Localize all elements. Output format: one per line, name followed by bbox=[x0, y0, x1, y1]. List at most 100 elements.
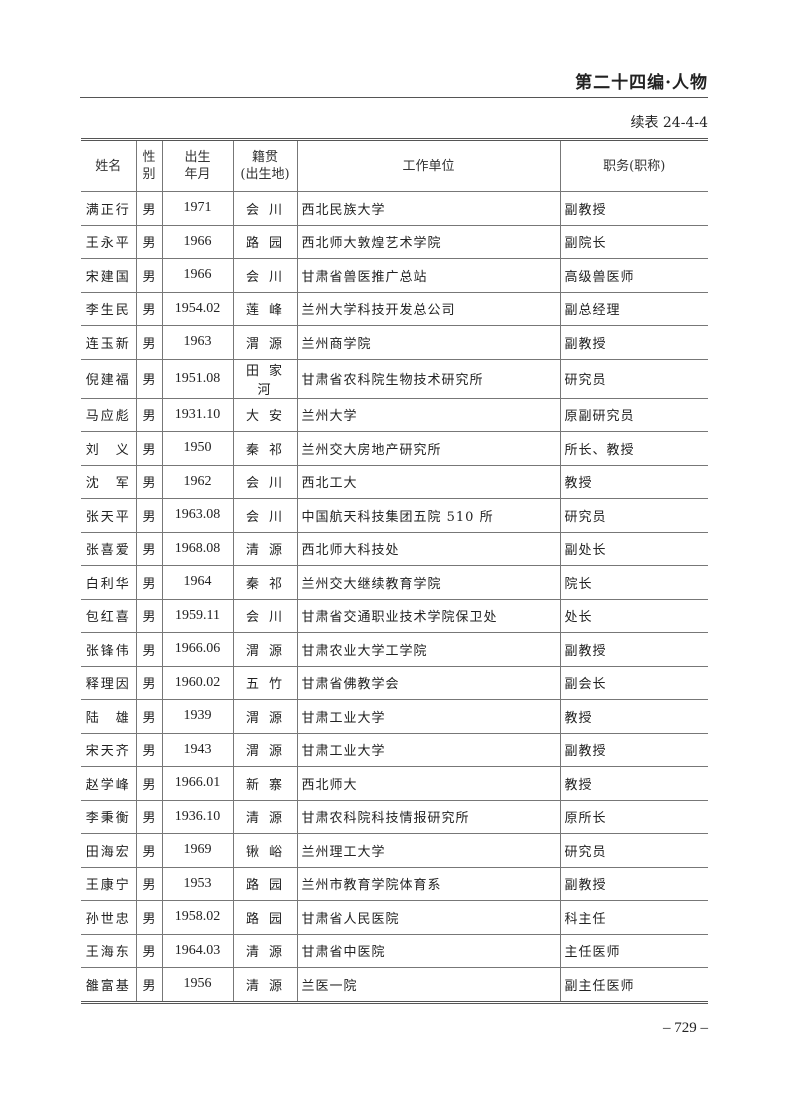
table-row: 张天平男 1963.08 会川 中国航天科技集团五院 510 所研究员 bbox=[81, 498, 708, 533]
table-row: 孙世忠男 1958.02 路园 甘肃省人民医院 科主任 bbox=[81, 900, 708, 935]
cell-birth: 1958.02 bbox=[161, 900, 234, 935]
cell-birth: 1963 bbox=[161, 325, 234, 360]
cell-birth: 1966 bbox=[161, 224, 234, 259]
cell-title: 主任医师 bbox=[559, 933, 708, 968]
cell-origin: 会川 bbox=[232, 258, 298, 293]
cell-birth: 1951.08 bbox=[161, 358, 234, 399]
cell-title: 副主任医师 bbox=[559, 967, 708, 1003]
cell-title: 原所长 bbox=[559, 799, 708, 834]
cell-sex: 男 bbox=[135, 464, 163, 499]
col-sex-line1: 性 bbox=[142, 150, 156, 165]
cell-origin: 会川 bbox=[232, 464, 298, 499]
cell-sex: 男 bbox=[135, 866, 163, 901]
cell-unit: 甘肃省佛教学会 bbox=[296, 665, 561, 700]
cell-birth: 1963.08 bbox=[161, 498, 234, 533]
cell-birth: 1943 bbox=[161, 732, 234, 767]
cell-name: 王海东 bbox=[81, 933, 137, 968]
page-number: – 729 – bbox=[663, 1020, 708, 1036]
cell-title: 副院长 bbox=[559, 224, 708, 259]
cell-name: 孙世忠 bbox=[81, 900, 137, 935]
cell-origin: 会川 bbox=[232, 498, 298, 533]
cell-sex: 男 bbox=[135, 833, 163, 868]
cell-unit: 甘肃工业大学 bbox=[296, 732, 561, 767]
cell-name: 王永平 bbox=[81, 224, 137, 259]
cell-sex: 男 bbox=[135, 531, 163, 566]
cell-origin: 会川 bbox=[232, 191, 298, 226]
table-row: 陆 雄男 1939 渭源 甘肃工业大学 教授 bbox=[81, 699, 708, 734]
cell-unit: 西北工大 bbox=[296, 464, 561, 499]
cell-unit: 西北师大 bbox=[296, 766, 561, 801]
cell-title: 所长、教授 bbox=[559, 431, 708, 466]
table-row: 倪建福男 1951.08 田家河 甘肃省农科院生物技术研究所 研究员 bbox=[81, 358, 708, 399]
cell-origin: 锹峪 bbox=[232, 833, 298, 868]
table-row: 雒富基男 1956 清源 兰医一院 副主任医师 bbox=[81, 967, 708, 1003]
cell-sex: 男 bbox=[135, 498, 163, 533]
cell-birth: 1950 bbox=[161, 431, 234, 466]
cell-birth: 1931.10 bbox=[161, 397, 234, 432]
table-row: 张锋伟男 1966.06 渭源 甘肃农业大学工学院 副教授 bbox=[81, 632, 708, 667]
cell-sex: 男 bbox=[135, 358, 163, 399]
table-row: 马应彪男 1931.10 大安 兰州大学 原副研究员 bbox=[81, 397, 708, 432]
table-row: 李生民男 1954.02 莲峰 兰州大学科技开发总公司 副总经理 bbox=[81, 291, 708, 326]
cell-name: 李生民 bbox=[81, 291, 137, 326]
table-row: 赵学峰男 1966.01 新寨 西北师大 教授 bbox=[81, 766, 708, 801]
cell-birth: 1969 bbox=[161, 833, 234, 868]
cell-unit: 兰州商学院 bbox=[296, 325, 561, 360]
cell-origin: 会川 bbox=[232, 598, 298, 633]
cell-birth: 1936.10 bbox=[161, 799, 234, 834]
cell-unit: 西北师大科技处 bbox=[296, 531, 561, 566]
cell-title: 处长 bbox=[559, 598, 708, 633]
cell-unit: 甘肃省中医院 bbox=[296, 933, 561, 968]
cell-unit: 甘肃省交通职业技术学院保卫处 bbox=[296, 598, 561, 633]
cell-title: 教授 bbox=[559, 464, 708, 499]
cell-sex: 男 bbox=[135, 431, 163, 466]
cell-title: 原副研究员 bbox=[559, 397, 708, 432]
cell-origin: 清源 bbox=[232, 933, 298, 968]
cell-title: 副教授 bbox=[559, 632, 708, 667]
table-row: 满正行男 1971 会川 西北民族大学 副教授 bbox=[81, 191, 708, 226]
cell-sex: 男 bbox=[135, 191, 163, 226]
cell-birth: 1954.02 bbox=[161, 291, 234, 326]
table-row: 王康宁男 1953 路园 兰州市教育学院体育系 副教授 bbox=[81, 866, 708, 901]
cell-name: 满正行 bbox=[81, 191, 137, 226]
cell-sex: 男 bbox=[135, 397, 163, 432]
table-row: 宋建国男 1966 会川 甘肃省兽医推广总站 高级兽医师 bbox=[81, 258, 708, 293]
cell-sex: 男 bbox=[135, 967, 163, 1003]
table-row: 王永平男 1966 路园 西北师大敦煌艺术学院 副院长 bbox=[81, 224, 708, 259]
cell-name: 释理因 bbox=[81, 665, 137, 700]
cell-origin: 渭源 bbox=[232, 325, 298, 360]
cell-birth: 1953 bbox=[161, 866, 234, 901]
cell-title: 研究员 bbox=[559, 833, 708, 868]
cell-title: 副总经理 bbox=[559, 291, 708, 326]
cell-title: 院长 bbox=[559, 565, 708, 600]
cell-origin: 秦祁 bbox=[232, 565, 298, 600]
cell-title: 高级兽医师 bbox=[559, 258, 708, 293]
cell-title: 研究员 bbox=[559, 358, 708, 399]
cell-sex: 男 bbox=[135, 224, 163, 259]
cell-name: 张天平 bbox=[81, 498, 137, 533]
table-row: 刘 义男 1950 秦祁 兰州交大房地产研究所 所长、教授 bbox=[81, 431, 708, 466]
cell-sex: 男 bbox=[135, 291, 163, 326]
cell-birth: 1971 bbox=[161, 191, 234, 226]
cell-unit: 甘肃工业大学 bbox=[296, 699, 561, 734]
table-header-row: 姓名 性别 出生 年月 籍贯 (出生地) 工作单位 职务(职称) bbox=[81, 139, 708, 192]
cell-birth: 1959.11 bbox=[161, 598, 234, 633]
cell-sex: 男 bbox=[135, 900, 163, 935]
cell-unit: 兰州交大房地产研究所 bbox=[296, 431, 561, 466]
table-row: 连玉新男 1963 渭源 兰州商学院 副教授 bbox=[81, 325, 708, 360]
cell-title: 副教授 bbox=[559, 732, 708, 767]
cell-birth: 1966.06 bbox=[161, 632, 234, 667]
people-table: 姓名 性别 出生 年月 籍贯 (出生地) 工作单位 职务(职称) 满正行男 1971 会… bbox=[81, 138, 708, 1004]
table-row: 王海东男 1964.03 清源 甘肃省中医院 主任医师 bbox=[81, 933, 708, 968]
table-row: 白利华男 1964 秦祁 兰州交大继续教育学院 院长 bbox=[81, 565, 708, 600]
table-caption: 续表 24-4-4 bbox=[630, 115, 708, 131]
cell-name: 白利华 bbox=[81, 565, 137, 600]
cell-unit: 兰医一院 bbox=[296, 967, 561, 1003]
cell-origin: 清源 bbox=[232, 967, 298, 1003]
cell-name: 张锋伟 bbox=[81, 632, 137, 667]
table-row: 释理因男 1960.02 五竹 甘肃省佛教学会 副会长 bbox=[81, 665, 708, 700]
cell-name: 沈 军 bbox=[81, 464, 137, 499]
col-birth: 出生 年月 bbox=[161, 139, 234, 192]
cell-name: 雒富基 bbox=[81, 967, 137, 1003]
cell-name: 张喜爱 bbox=[81, 531, 137, 566]
